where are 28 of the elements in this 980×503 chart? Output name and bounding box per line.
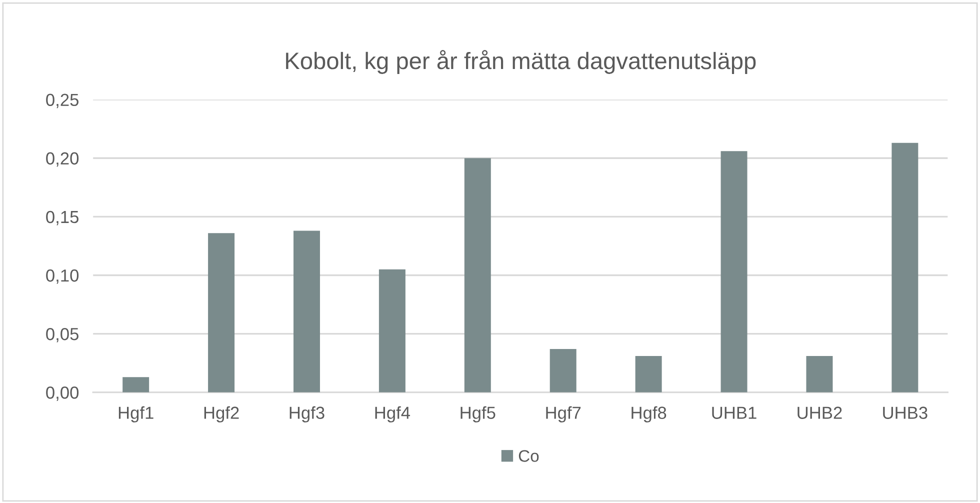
x-tick-label: Hgf8 (632, 406, 666, 422)
bar (208, 233, 235, 392)
x-tick-label: Hgf4 (375, 406, 410, 422)
bar (464, 158, 491, 392)
x-tick-label: Hgf1 (118, 406, 154, 422)
x-tick-label: UHB1 (712, 406, 756, 419)
x-tick-label: Hgf2 (204, 406, 239, 422)
y-tick-label: 0,20 (46, 152, 79, 167)
bar (635, 356, 662, 392)
bar (892, 142, 918, 392)
y-tick-label: 0,00 (46, 386, 79, 401)
x-tick-label: Hgf3 (290, 406, 324, 422)
bar (720, 151, 748, 392)
x-tick-label: UHB3 (883, 406, 928, 419)
x-tick-label: UHB2 (798, 406, 842, 419)
bar (550, 349, 576, 392)
y-tick-label: 0,25 (46, 94, 78, 108)
y-tick-label: 0,10 (46, 269, 79, 284)
bar (122, 377, 150, 392)
bar (378, 269, 406, 392)
x-tick-label: Hgf7 (546, 406, 581, 422)
y-tick-label: 0,05 (46, 328, 78, 342)
bar (293, 230, 320, 392)
x-tick-label: Hgf5 (460, 406, 496, 422)
chart-title: Kobolt, kg per år från mätta dagvattenutsläpp (286, 50, 756, 74)
legend-label: Co (518, 450, 539, 462)
bar (806, 356, 833, 392)
y-tick-label: 0,15 (46, 210, 78, 226)
